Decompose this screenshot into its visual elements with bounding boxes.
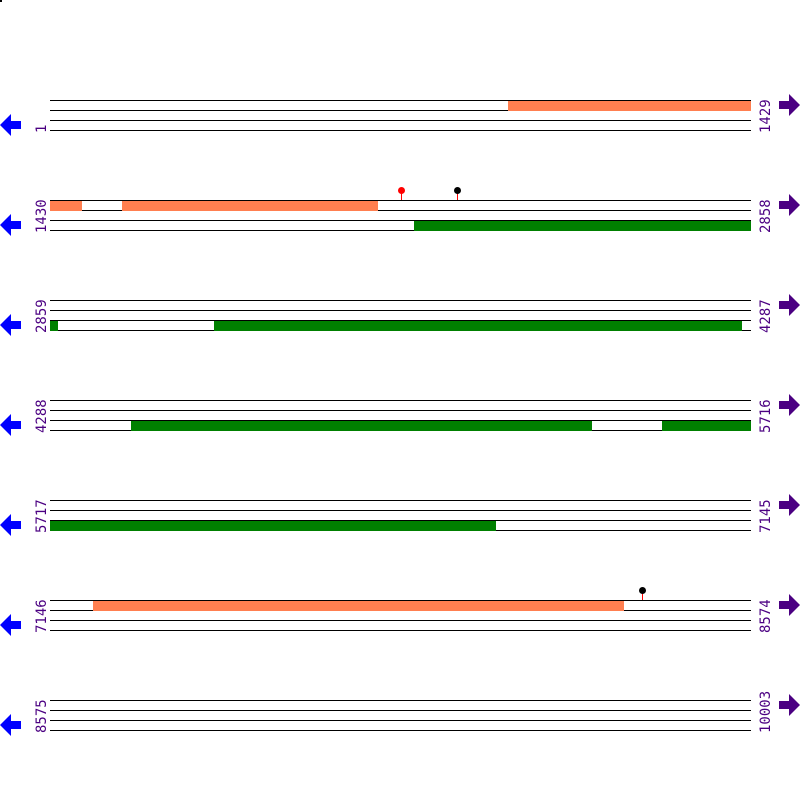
- arrow-right-icon: [779, 394, 800, 416]
- row-start-label: 8575: [34, 699, 50, 733]
- arrow-left-icon: [0, 614, 21, 636]
- arrow-left-icon: [0, 714, 21, 736]
- row-start-label: 7146: [34, 599, 50, 633]
- sequence-line: [50, 230, 751, 231]
- arrow-right-icon: [779, 294, 800, 316]
- marker-head: [638, 587, 646, 594]
- arrow-left-icon: [0, 414, 21, 436]
- sequence-line: [50, 420, 751, 421]
- row-start-label: 1: [34, 124, 50, 133]
- sequence-line: [50, 300, 751, 301]
- marker-head: [453, 187, 461, 194]
- forward-feature: [93, 601, 624, 611]
- forward-feature: [508, 101, 751, 111]
- reverse-feature: [662, 421, 751, 431]
- sequence-line: [50, 700, 751, 701]
- row-start-label: 1430: [34, 199, 50, 233]
- arrow-left-icon: [0, 514, 21, 536]
- corner-dot: [0, 0, 2, 2]
- reverse-feature: [50, 521, 496, 531]
- marker-head: [397, 187, 405, 194]
- row-end-label: 10003: [758, 690, 774, 733]
- reverse-feature: [213, 321, 743, 331]
- sequence-line: [50, 520, 751, 521]
- sequence-line: [50, 400, 751, 401]
- sequence-line: [50, 500, 751, 501]
- arrow-right-icon: [779, 694, 800, 716]
- arrow-right-icon: [779, 194, 800, 216]
- arrow-right-icon: [779, 594, 800, 616]
- sequence-line: [50, 130, 751, 131]
- reverse-feature: [130, 421, 593, 431]
- forward-feature: [122, 201, 379, 211]
- forward-feature: [50, 201, 82, 211]
- sequence-line: [50, 710, 751, 711]
- sequence-line: [50, 120, 751, 121]
- marker-stem: [456, 190, 458, 200]
- sequence-line: [50, 110, 751, 111]
- sequence-line: [50, 210, 751, 211]
- arrow-left-icon: [0, 114, 21, 136]
- sequence-line: [50, 510, 751, 511]
- marker-stem: [400, 190, 402, 200]
- arrow-left-icon: [0, 314, 21, 336]
- row-start-label: 5717: [34, 499, 50, 533]
- arrow-right-icon: [779, 94, 800, 116]
- reverse-feature: [50, 321, 58, 331]
- row-start-label: 4288: [34, 399, 50, 433]
- sequence-line: [50, 600, 751, 601]
- sequence-line: [50, 720, 751, 721]
- reverse-feature: [413, 221, 751, 231]
- arrow-left-icon: [0, 214, 21, 236]
- sequence-line: [50, 220, 751, 221]
- arrow-right-icon: [779, 494, 800, 516]
- sequence-line: [50, 410, 751, 411]
- sequence-line: [50, 630, 751, 631]
- sequence-line: [50, 320, 751, 321]
- row-end-label: 8574: [758, 599, 774, 633]
- sequence-line: [50, 200, 751, 201]
- row-start-label: 2859: [34, 299, 50, 333]
- row-end-label: 2858: [758, 199, 774, 233]
- sequence-line: [50, 310, 751, 311]
- sequence-line: [50, 730, 751, 731]
- marker-stem: [641, 590, 643, 600]
- row-end-label: 4287: [758, 299, 774, 333]
- sequence-line: [50, 620, 751, 621]
- row-end-label: 1429: [758, 99, 774, 133]
- sequence-line: [50, 100, 751, 101]
- row-end-label: 5716: [758, 399, 774, 433]
- row-end-label: 7145: [758, 499, 774, 533]
